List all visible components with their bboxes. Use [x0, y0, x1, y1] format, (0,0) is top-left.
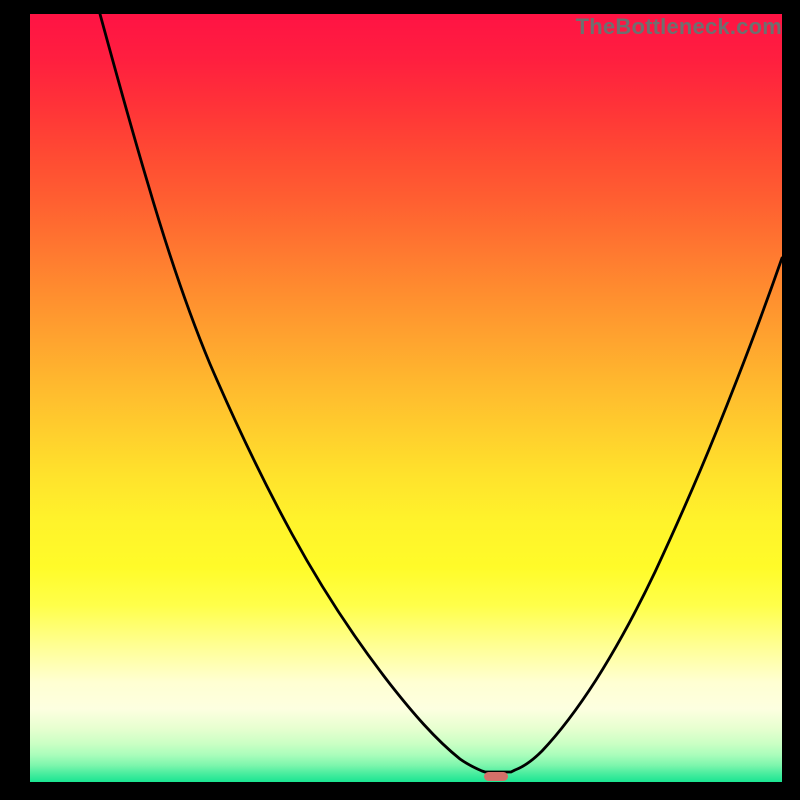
bottleneck-chart — [30, 14, 782, 782]
chart-frame: TheBottleneck.com — [0, 0, 800, 800]
optimal-marker — [484, 772, 508, 781]
watermark-text: TheBottleneck.com — [576, 14, 782, 40]
gradient-background — [30, 14, 782, 782]
